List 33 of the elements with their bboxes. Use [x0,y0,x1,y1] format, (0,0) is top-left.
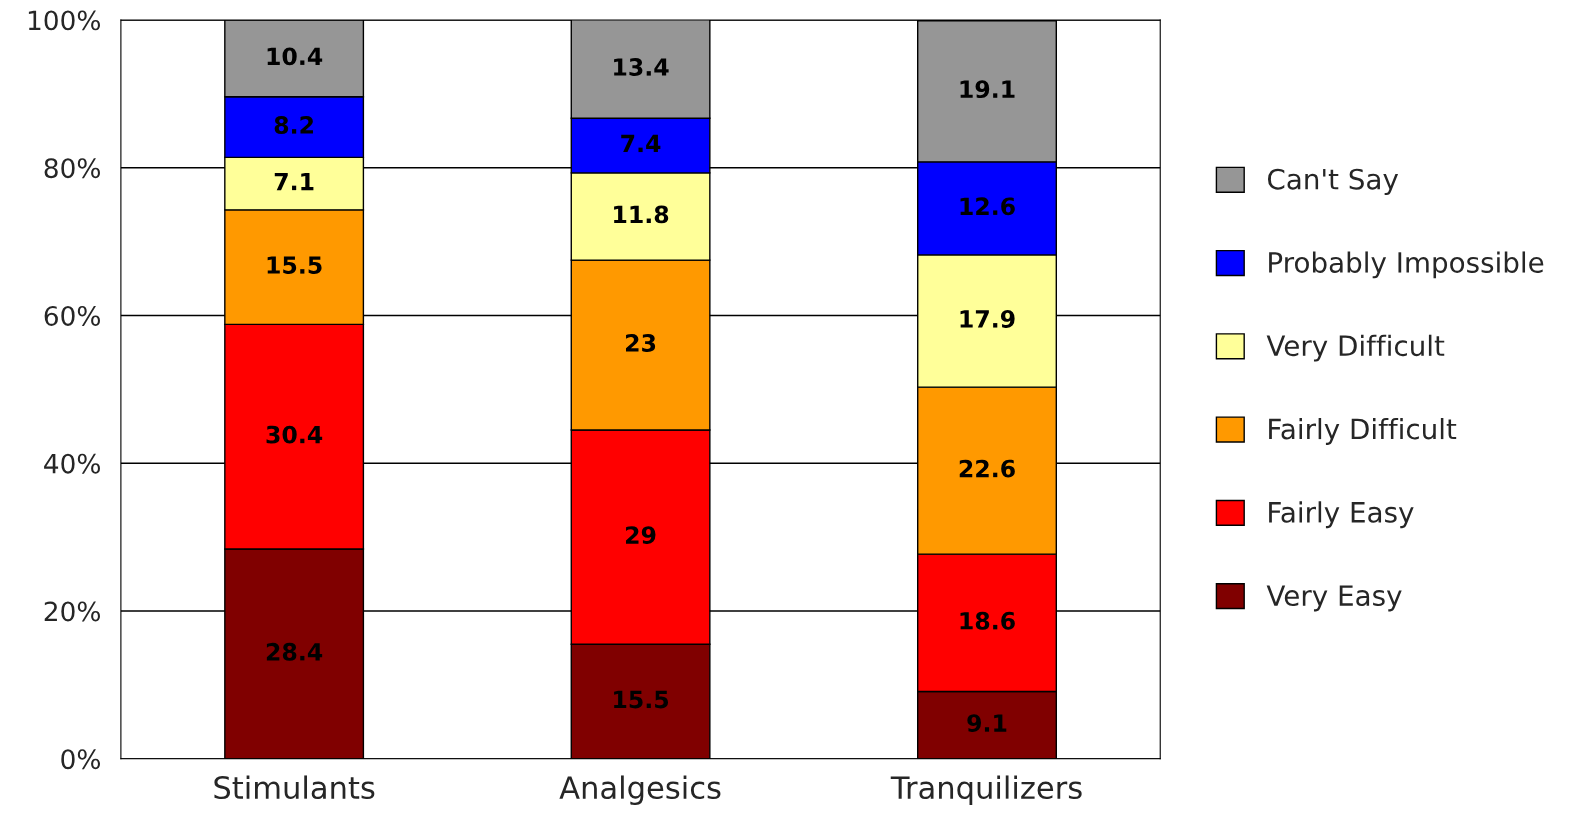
legend-label: Fairly Easy [1269,501,1414,529]
data-label: 18.6 [960,611,1015,630]
y-tick-label: 100% [28,10,100,31]
y-tick-label: 40% [44,453,100,474]
x-tick-label: Stimulants [214,775,375,800]
x-tick-label: Tranquilizers [890,775,1082,806]
legend-label: Very Easy [1266,585,1402,612]
legend-label: Very Difficult [1266,334,1445,362]
data-label: 10.4 [267,47,323,66]
data-label: 12.6 [960,197,1015,216]
legend-label: Fairly Difficult [1269,417,1457,445]
data-label: 19.1 [960,80,1015,99]
data-label: 7.1 [274,172,314,191]
data-label: 13.4 [614,58,669,76]
y-tick-label: 20% [44,601,100,622]
data-label: 28.4 [266,642,323,661]
data-label: 15.5 [614,690,669,709]
x-tick-label: Analgesics [559,775,721,806]
data-label: 11.8 [614,205,669,224]
data-label: 23 [626,334,656,352]
data-label: 15.5 [267,256,322,274]
y-tick-label: 0% [61,749,100,770]
data-label: 8.2 [274,116,313,134]
data-label: 22.6 [959,459,1015,478]
data-label: 9.1 [967,714,1007,733]
legend-label: Probably Impossible [1269,251,1544,279]
data-label: 17.9 [960,310,1015,328]
data-label: 7.4 [621,134,661,153]
legend-label: Can't Say [1267,168,1399,196]
y-tick-label: 60% [44,305,100,326]
y-tick-label: 80% [44,158,100,179]
data-label: 30.4 [266,425,323,444]
data-label: 29 [626,526,656,544]
